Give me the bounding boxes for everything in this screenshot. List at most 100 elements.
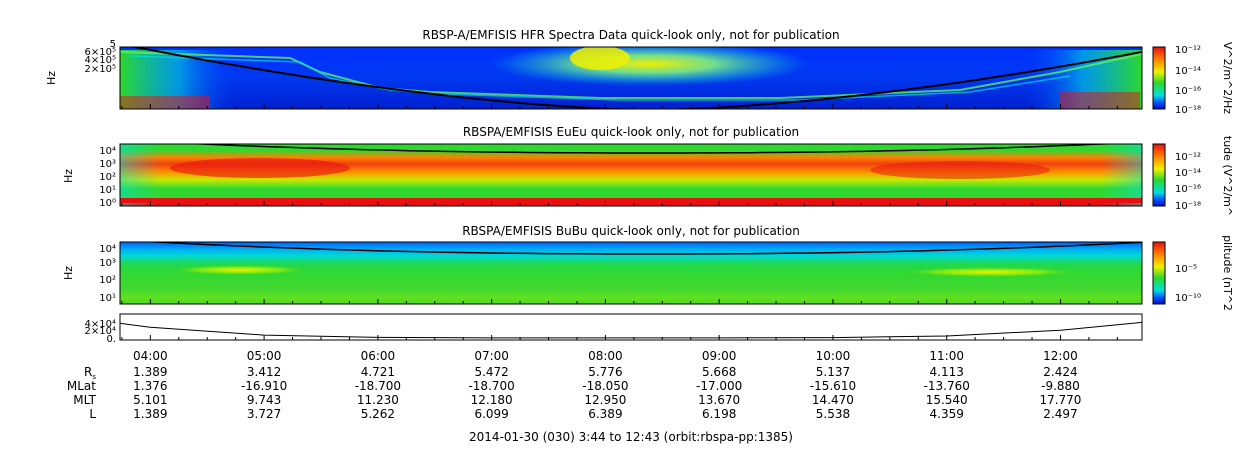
panel2-frame [119, 143, 1143, 207]
panel3-colorbar [1152, 241, 1166, 305]
time-tick-label: 04:00 [133, 349, 168, 363]
panel3-colorbar-tick: 10⁻¹⁰ [1175, 293, 1201, 304]
time-tick-label: 10:00 [816, 349, 851, 363]
ephemeris-value: 5.137 [816, 365, 850, 379]
panel2-ylabel: Hz [62, 169, 75, 183]
ephemeris-value: 1.376 [133, 379, 167, 393]
panel3-frame [119, 241, 1143, 305]
panel1-colorbar-tick: 10⁻¹⁶ [1175, 86, 1201, 97]
ephemeris-value: -18.050 [582, 379, 628, 393]
panel1-colorbar-label: V^2/m^2/Hz [1221, 42, 1234, 114]
panel2-title: RBSPA/EMFISIS EuEu quick-look only, not … [463, 125, 799, 139]
panel3-ytick-label: 10¹ [99, 293, 116, 304]
panel1-ylabel: Hz [45, 71, 58, 85]
ephemeris-value: 13.670 [698, 393, 740, 407]
ephemeris-value: 9.743 [247, 393, 281, 407]
panel2-ytick-label: 10² [99, 172, 116, 183]
ephemeris-value: -17.000 [696, 379, 742, 393]
ephemeris-value: 6.099 [474, 407, 508, 421]
ephemeris-value: 12.950 [584, 393, 626, 407]
ephemeris-value: 6.389 [588, 407, 622, 421]
panel4-frame [119, 313, 1143, 341]
panel1-colorbar [1152, 46, 1166, 110]
time-tick-label: 08:00 [588, 349, 623, 363]
panel3-cyclotron-curve [141, 242, 1142, 255]
panel1-ytick-label: 4×10⁵ [85, 55, 116, 66]
ephemeris-table: Rs 1.389 3.412 4.721 5.472 5.776 5.668 5.137 4.1… [67, 365, 1082, 421]
panel1-title: RBSP-A/EMFISIS HFR Spectra Data quick-lo… [422, 28, 839, 42]
ephemeris-value: 4.113 [930, 365, 964, 379]
panel4-ytick-label: 2×10⁴ [85, 326, 116, 337]
panel2-colorbar-tick: 10⁻¹⁸ [1175, 201, 1201, 212]
panel1-frame [119, 46, 1143, 110]
ephemeris-value: 6.198 [702, 407, 736, 421]
time-tick-label: 12:00 [1043, 349, 1078, 363]
panel3-colorbar-tick: 10⁻⁵ [1175, 264, 1197, 275]
ephemeris-value: 5.668 [702, 365, 736, 379]
panel3-spectrogram [120, 242, 1142, 304]
ephemeris-value: 5.538 [816, 407, 850, 421]
panel4-line [120, 321, 1142, 339]
ephemeris-value: -13.760 [924, 379, 970, 393]
panel3-ytick-label: 10⁴ [99, 244, 116, 255]
panel1-spectrogram [120, 47, 1142, 109]
ephemeris-value: 3.412 [247, 365, 281, 379]
time-axis-labels: 04:00 05:00 06:00 07:00 08:00 09:00 10:00 11:00… [133, 349, 1078, 363]
panel3-title: RBSPA/EMFISIS BuBu quick-look only, not … [462, 224, 800, 238]
panel2-cyclotron-curve [184, 144, 1118, 154]
panel2-ytick-label: 10⁰ [99, 198, 116, 209]
ephemeris-value: 5.472 [474, 365, 508, 379]
ephemeris-value: 5.101 [133, 393, 167, 407]
panel2-colorbar [1152, 143, 1166, 207]
panel2-ytick-label: 10⁴ [99, 146, 116, 157]
panel1-colorbar-tick: 10⁻¹⁸ [1175, 105, 1201, 116]
panel3-ytick-label: 10³ [99, 258, 116, 269]
ephemeris-value: 5.776 [588, 365, 622, 379]
time-tick-label: 06:00 [361, 349, 396, 363]
ephemeris-value: 5.262 [361, 407, 395, 421]
ephemeris-value: 4.359 [930, 407, 964, 421]
ephemeris-row-label: L [89, 407, 96, 421]
panel1-colorbar-tick: 10⁻¹⁴ [1175, 66, 1201, 77]
time-tick-label: 07:00 [474, 349, 509, 363]
ephemeris-value: 17.770 [1039, 393, 1081, 407]
ephemeris-value: -18.700 [468, 379, 514, 393]
footer-caption: 2014-01-30 (030) 3:44 to 12:43 (orbit:rb… [469, 430, 793, 444]
panel2-ytick-label: 10¹ [99, 185, 116, 196]
ephemeris-value: 11.230 [357, 393, 399, 407]
panel1-ytick-label: 6×10⁵ [85, 47, 116, 58]
panel1-axis-top-label: 5 [110, 39, 116, 50]
ephemeris-value: 2.424 [1043, 365, 1077, 379]
panel3-ylabel: Hz [62, 266, 75, 280]
ephemeris-value: 3.727 [247, 407, 281, 421]
ephemeris-row-label: MLT [73, 393, 96, 407]
time-axis-ticks [121, 104, 1118, 340]
ephemeris-value: -9.880 [1041, 379, 1080, 393]
ephemeris-value: 4.721 [361, 365, 395, 379]
panel3-ytick-label: 10² [99, 275, 116, 286]
ephemeris-value: -15.610 [810, 379, 856, 393]
time-tick-label: 09:00 [702, 349, 737, 363]
ephemeris-value: 12.180 [471, 393, 513, 407]
ephemeris-value: 15.540 [926, 393, 968, 407]
panel3-colorbar-label: plitude (nT^2 [1221, 235, 1234, 311]
ephemeris-value: 14.470 [812, 393, 854, 407]
panel2-colorbar-tick: 10⁻¹² [1175, 152, 1201, 163]
ephemeris-value: 2.497 [1043, 407, 1077, 421]
panel1-colorbar-tick: 10⁻¹² [1175, 45, 1201, 56]
panel2-spectrogram [120, 144, 1142, 206]
panel2-colorbar-tick: 10⁻¹⁴ [1175, 168, 1201, 179]
ephemeris-value: 1.389 [133, 407, 167, 421]
panel2-ytick-label: 10³ [99, 159, 116, 170]
ephemeris-value: -18.700 [355, 379, 401, 393]
panel4-ytick-label: 4×10⁴ [85, 319, 116, 330]
panel2-colorbar-label: tude (V^2/m^ [1221, 136, 1234, 216]
panel4-ytick-label: 0. [106, 334, 116, 345]
ephemeris-row-label: MLat [67, 379, 96, 393]
panel2-colorbar-tick: 10⁻¹⁶ [1175, 184, 1201, 195]
panel1-ytick-label: 2×10⁵ [85, 64, 116, 75]
ephemeris-value: 1.389 [133, 365, 167, 379]
ephemeris-value: -16.910 [241, 379, 287, 393]
time-tick-label: 05:00 [247, 349, 282, 363]
